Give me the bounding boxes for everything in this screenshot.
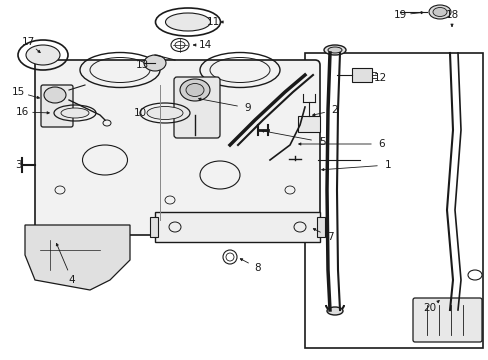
Ellipse shape bbox=[26, 45, 60, 65]
Ellipse shape bbox=[326, 307, 342, 315]
Ellipse shape bbox=[324, 45, 346, 55]
Bar bbox=[150, 217, 158, 237]
Text: 17: 17 bbox=[21, 37, 35, 47]
Text: 19: 19 bbox=[392, 10, 406, 20]
Text: 13: 13 bbox=[135, 60, 148, 70]
Ellipse shape bbox=[61, 108, 89, 118]
Bar bbox=[297, 116, 319, 132]
Text: 14: 14 bbox=[198, 40, 211, 50]
Text: 12: 12 bbox=[373, 73, 386, 83]
Bar bbox=[316, 217, 325, 237]
Ellipse shape bbox=[432, 8, 446, 17]
Text: 7: 7 bbox=[326, 232, 333, 242]
Bar bbox=[155, 212, 319, 242]
Text: 5: 5 bbox=[318, 137, 325, 147]
Text: 9: 9 bbox=[244, 103, 251, 113]
Polygon shape bbox=[25, 225, 130, 290]
Text: 8: 8 bbox=[254, 263, 261, 273]
Text: 16: 16 bbox=[15, 107, 29, 117]
Ellipse shape bbox=[143, 55, 165, 71]
Text: 20: 20 bbox=[423, 303, 436, 313]
Text: 15: 15 bbox=[11, 87, 24, 97]
Bar bbox=[351, 68, 371, 82]
Text: 10: 10 bbox=[133, 108, 146, 118]
Text: 18: 18 bbox=[445, 10, 458, 20]
Ellipse shape bbox=[165, 13, 210, 31]
Bar bbox=[305, 53, 482, 348]
Text: 4: 4 bbox=[68, 275, 75, 285]
Text: 6: 6 bbox=[378, 139, 385, 149]
Text: 11: 11 bbox=[206, 17, 219, 27]
Ellipse shape bbox=[147, 107, 183, 120]
Ellipse shape bbox=[428, 5, 450, 19]
Ellipse shape bbox=[44, 87, 66, 103]
Text: 1: 1 bbox=[384, 160, 390, 170]
FancyBboxPatch shape bbox=[174, 77, 220, 138]
Text: 3: 3 bbox=[15, 160, 21, 170]
FancyBboxPatch shape bbox=[412, 298, 481, 342]
Ellipse shape bbox=[185, 84, 203, 96]
Ellipse shape bbox=[327, 47, 341, 53]
Ellipse shape bbox=[180, 79, 209, 101]
Text: 2: 2 bbox=[331, 105, 338, 115]
FancyBboxPatch shape bbox=[41, 85, 73, 127]
FancyBboxPatch shape bbox=[35, 60, 319, 235]
